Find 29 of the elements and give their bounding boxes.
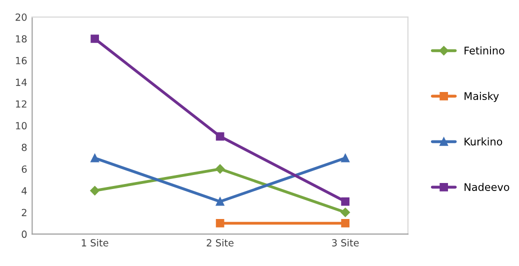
point xyxy=(341,197,350,206)
y-tick-label: 16 xyxy=(16,56,27,64)
y-tick-label: 4 xyxy=(22,187,27,194)
y-tick-label: 8 xyxy=(22,144,27,152)
x-tick-label: 3 Site xyxy=(332,238,359,246)
point xyxy=(90,34,99,43)
y-tick-label: 14 xyxy=(16,78,27,86)
x-tick-label: 2 Site xyxy=(206,238,234,246)
y-tick-label: 6 xyxy=(22,165,27,173)
y-tick-label: 12 xyxy=(16,100,26,108)
y-tick-label: 0 xyxy=(22,230,27,238)
point xyxy=(90,186,100,196)
point xyxy=(216,132,224,141)
y-tick-label: 10 xyxy=(16,122,27,130)
point xyxy=(341,154,350,162)
point xyxy=(216,219,224,228)
legend-label: Fetinino xyxy=(464,46,504,54)
legend-label: Nadeevo xyxy=(464,182,510,191)
point xyxy=(216,197,224,206)
legend-label: Kurkino xyxy=(464,137,502,146)
point xyxy=(215,164,225,174)
legend-label: Maisky xyxy=(464,92,499,102)
y-tick-label: 20 xyxy=(16,14,27,21)
point xyxy=(340,208,350,217)
x-tick-label: 1 Site xyxy=(82,238,108,246)
y-tick-label: 2 xyxy=(22,208,26,216)
y-tick-label: 18 xyxy=(16,35,27,43)
point xyxy=(90,154,99,162)
point xyxy=(341,219,350,228)
